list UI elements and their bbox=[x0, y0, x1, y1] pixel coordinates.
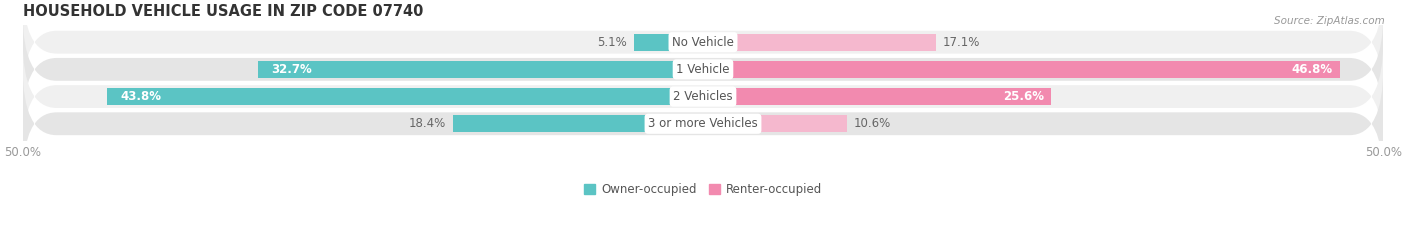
FancyBboxPatch shape bbox=[22, 67, 1384, 180]
Bar bbox=[453, 115, 703, 132]
Text: 5.1%: 5.1% bbox=[598, 36, 627, 49]
Text: 25.6%: 25.6% bbox=[1004, 90, 1045, 103]
Bar bbox=[634, 34, 703, 51]
Bar bbox=[703, 88, 1052, 105]
Text: 3 or more Vehicles: 3 or more Vehicles bbox=[648, 117, 758, 130]
Text: 10.6%: 10.6% bbox=[853, 117, 891, 130]
Text: 2 Vehicles: 2 Vehicles bbox=[673, 90, 733, 103]
Bar bbox=[703, 61, 1340, 78]
Text: 32.7%: 32.7% bbox=[271, 63, 312, 76]
Bar bbox=[259, 61, 703, 78]
Text: 1 Vehicle: 1 Vehicle bbox=[676, 63, 730, 76]
Bar bbox=[107, 88, 703, 105]
FancyBboxPatch shape bbox=[22, 0, 1384, 99]
FancyBboxPatch shape bbox=[22, 13, 1384, 126]
Text: HOUSEHOLD VEHICLE USAGE IN ZIP CODE 07740: HOUSEHOLD VEHICLE USAGE IN ZIP CODE 0774… bbox=[22, 4, 423, 19]
Legend: Owner-occupied, Renter-occupied: Owner-occupied, Renter-occupied bbox=[583, 183, 823, 196]
Text: 18.4%: 18.4% bbox=[409, 117, 446, 130]
Text: 17.1%: 17.1% bbox=[942, 36, 980, 49]
FancyBboxPatch shape bbox=[22, 40, 1384, 153]
Text: Source: ZipAtlas.com: Source: ZipAtlas.com bbox=[1274, 16, 1385, 26]
Text: 46.8%: 46.8% bbox=[1292, 63, 1333, 76]
Text: No Vehicle: No Vehicle bbox=[672, 36, 734, 49]
Bar bbox=[703, 115, 848, 132]
Text: 43.8%: 43.8% bbox=[121, 90, 162, 103]
Bar bbox=[703, 34, 935, 51]
